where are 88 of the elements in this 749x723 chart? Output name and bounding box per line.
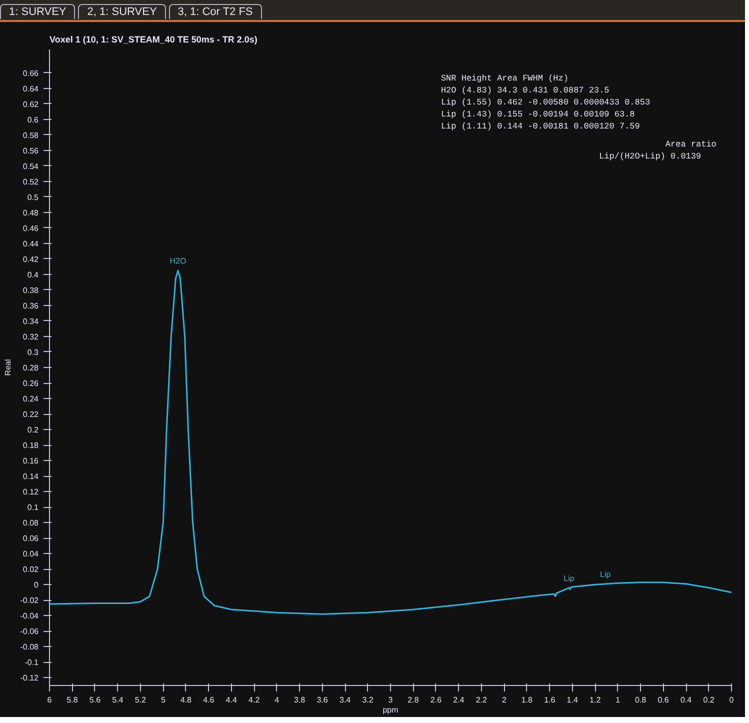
y-tick-label: -0.02 [20, 596, 40, 606]
y-tick-label: 0 [34, 580, 40, 590]
x-tick-label: 3.6 [316, 696, 328, 704]
x-tick-label: 2.8 [408, 696, 420, 704]
y-tick-label: 0.16 [22, 456, 40, 466]
y-tick-label: 0.36 [22, 301, 40, 310]
y-tick-label: 0.04 [22, 550, 40, 559]
x-tick-label: 5.4 [112, 696, 124, 704]
x-tick-label: 4.4 [226, 696, 238, 704]
x-tick-label: 1.8 [521, 696, 534, 704]
x-tick-label: 1.2 [590, 696, 602, 704]
x-tick-label: 2.2 [476, 696, 488, 704]
y-tick-label: 0.06 [22, 534, 40, 544]
x-tick-label: 2.6 [430, 696, 442, 704]
y-tick-label: 0.56 [22, 146, 40, 156]
x-tick-label: 1.4 [566, 696, 578, 704]
y-tick-label: 0.14 [22, 472, 40, 482]
text: 3, 1: Cor T2 FS [168, 4, 262, 19]
x-tick-label: 3.8 [294, 696, 306, 704]
y-tick-label: 0.24 [22, 394, 40, 404]
y-tick-label: 0.3 [27, 348, 40, 357]
y-tick-label: 0.66 [22, 68, 40, 78]
annotation: Area ratio [665, 140, 716, 150]
x-tick-label: 3.4 [339, 696, 352, 704]
x-tick-label: 2.4 [453, 696, 465, 704]
x-tick-label: 3.2 [362, 696, 374, 704]
x-tick-label: 4.2 [248, 696, 260, 704]
x-tick-label: 5 [160, 696, 166, 704]
y-tick-label: 0.6 [27, 115, 40, 124]
y-tick-label: 0.38 [22, 286, 40, 295]
y-tick-label: 0.02 [22, 565, 40, 574]
y-tick-label: 0.62 [22, 100, 40, 109]
x-tick-label: 0 [729, 696, 734, 704]
x-tick-label: 6 [47, 696, 52, 704]
y-tick-label: 0.28 [22, 364, 40, 372]
x-tick-label: 4.8 [180, 696, 192, 704]
y-tick-label: 0.18 [22, 441, 40, 450]
x-tick-label: 0.6 [658, 696, 670, 704]
x-tick-label: 0.4 [680, 696, 692, 704]
y-tick-label: 0.64 [22, 84, 40, 94]
annotation: Lip [564, 574, 575, 583]
chart-title: Voxel 1 (10, 1: SV_STEAM_40 TE 50ms - TR 2.0s) [50, 34, 258, 44]
annotation: Lip (1.55) 0.462 -0.00580 0.0000433 0.853 [440, 98, 650, 108]
y-tick-label: 0.32 [22, 332, 40, 342]
annotation: Lip (1.43) 0.155 -0.00194 0.00109 63.8 [440, 110, 635, 120]
annotation: Lip [600, 570, 612, 579]
x-tick-label: 5.2 [134, 696, 147, 704]
y-tick-label: 0.1 [27, 503, 40, 512]
x-axis-title: ppm [382, 706, 399, 714]
y-tick-label: 0.22 [22, 410, 40, 420]
y-tick-label: 0.5 [27, 192, 40, 202]
y-tick-label: 0.42 [22, 254, 40, 264]
y-tick-label: 0.34 [22, 316, 40, 326]
y-tick-label: 0.26 [22, 379, 40, 388]
y-tick-label: 0.52 [22, 177, 40, 186]
x-tick-label: 5.6 [89, 696, 102, 704]
annotation: Lip/(H2O+Lip) 0.0139 [599, 152, 702, 162]
annotation: H2O [170, 256, 186, 266]
y-tick-label: -0.08 [20, 642, 40, 652]
text: 1: SURVEY [0, 4, 76, 19]
y-tick-label: 0.58 [22, 130, 40, 140]
y-tick-label: 0.4 [27, 270, 40, 280]
line-series [50, 270, 732, 615]
x-tick-label: 1.6 [544, 696, 556, 704]
x-tick-label: 0.8 [635, 696, 647, 704]
y-tick-label: 0.2 [27, 426, 40, 435]
annotation: H2O (4.83) 34.3 0.431 0.0887 23.5 [440, 86, 610, 96]
x-tick-label: 4 [274, 696, 280, 704]
x-tick-label: 5.8 [66, 696, 78, 704]
x-tick-label: 0.2 [703, 696, 715, 704]
x-tick-label: 1 [616, 696, 621, 704]
y-tick-label: -0.06 [20, 627, 40, 636]
y-tick-label: 0.48 [22, 208, 40, 218]
annotation: Lip (1.11) 0.144 -0.00181 0.000120 7.59 [440, 122, 640, 132]
text: 2, 1: SURVEY [78, 4, 166, 19]
y-tick-label: -0.12 [20, 674, 40, 683]
y-tick-label: 0.44 [22, 239, 40, 248]
y-tick-label: 0.54 [22, 162, 40, 171]
y-axis-title: Real [3, 359, 12, 376]
x-tick-label: 4.6 [203, 696, 215, 704]
y-tick-label: 0.12 [22, 488, 40, 497]
x-tick-label: 3 [388, 696, 394, 704]
annotation: SNR Height Area FWHM (Hz) [440, 74, 568, 84]
y-tick-label: 0.46 [22, 224, 40, 233]
y-tick-label: -0.04 [20, 612, 40, 621]
y-tick-label: -0.1 [24, 658, 40, 668]
x-tick-label: 2 [502, 696, 507, 704]
y-tick-label: 0.08 [22, 518, 40, 528]
